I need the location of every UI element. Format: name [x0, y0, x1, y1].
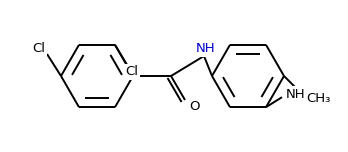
Text: NH: NH — [196, 43, 216, 55]
Text: Cl: Cl — [126, 65, 139, 78]
Text: NH₂: NH₂ — [285, 88, 310, 101]
Text: Cl: Cl — [32, 43, 46, 55]
Text: O: O — [189, 100, 199, 114]
Text: CH₃: CH₃ — [306, 93, 330, 105]
